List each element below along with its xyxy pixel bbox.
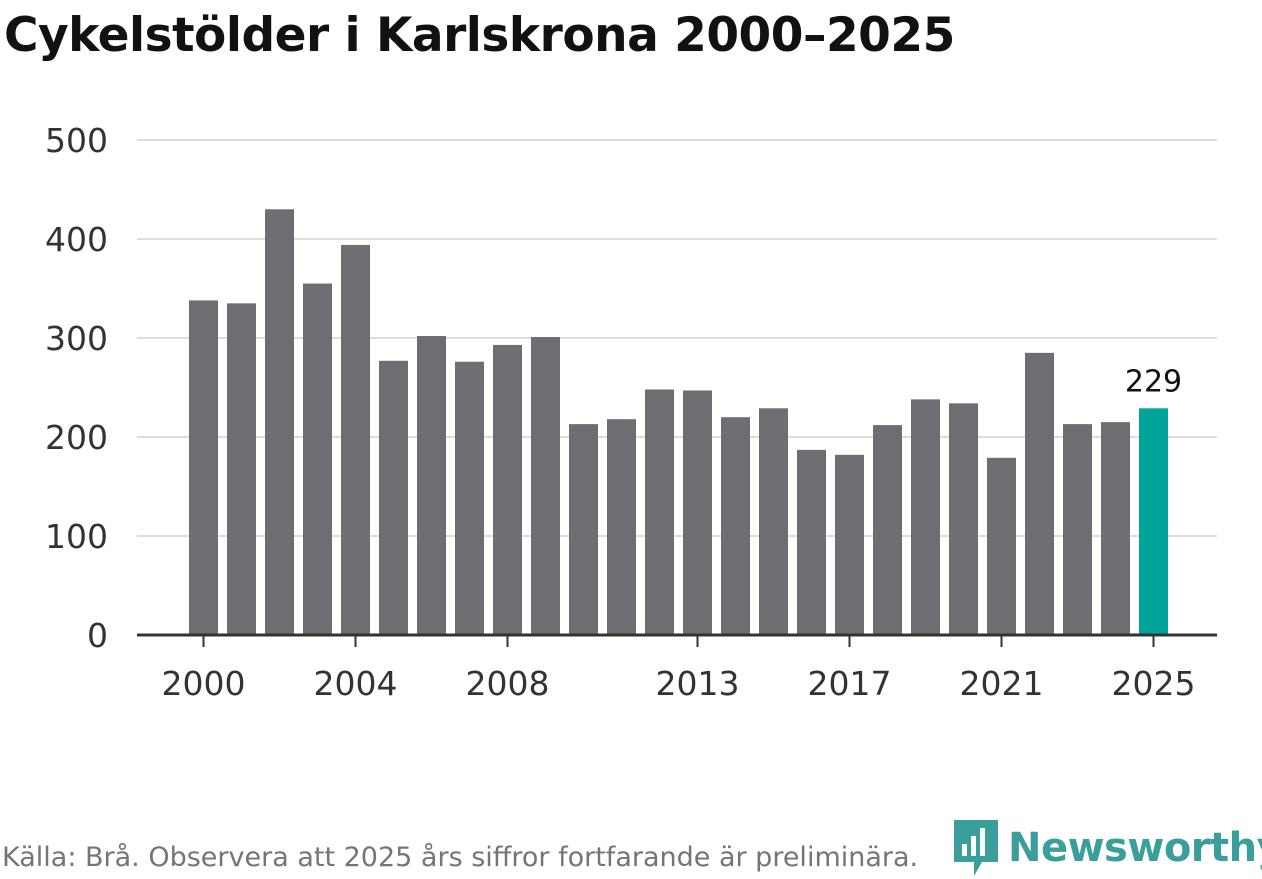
- bar-2022: [1025, 352, 1054, 635]
- x-tick-label: 2004: [314, 664, 398, 703]
- source-note: Källa: Brå. Observera att 2025 års siffr…: [2, 842, 919, 873]
- bar-2017: [835, 454, 864, 635]
- chart-title: Cykelstölder i Karlskrona 2000–2025: [4, 8, 955, 63]
- bar-2014: [721, 417, 750, 635]
- y-tick-label: 0: [87, 616, 108, 655]
- bar-2018: [873, 425, 902, 635]
- bar-2010: [569, 424, 598, 635]
- bar-2000: [189, 300, 218, 635]
- bar-2016: [797, 449, 826, 635]
- bar-2023: [1063, 424, 1092, 635]
- bar-2013: [683, 390, 712, 635]
- bar-2005: [379, 360, 408, 635]
- x-tick-label: 2017: [808, 664, 892, 703]
- grid-lines: [137, 139, 1217, 537]
- bar-2008: [493, 344, 522, 635]
- bar-2009: [531, 337, 560, 635]
- y-axis-tick-labels: 0 100 200 300 400 500: [45, 121, 108, 655]
- bar-2019: [911, 399, 940, 635]
- newsworthy-logo-icon: [954, 820, 998, 876]
- newsworthy-logo: Newsworthy: [952, 818, 1262, 878]
- brand-name: Newsworthy: [1008, 825, 1262, 871]
- bar-2001: [227, 303, 256, 635]
- bar-2021: [987, 457, 1016, 635]
- y-tick-label: 400: [45, 220, 108, 259]
- y-tick-label: 100: [45, 517, 108, 556]
- data-labels: 229: [1125, 364, 1182, 399]
- bar-2020: [949, 403, 978, 635]
- x-tick-label: 2008: [466, 664, 550, 703]
- bar-2024: [1101, 422, 1130, 635]
- y-tick-label: 200: [45, 418, 108, 457]
- bar-2011: [607, 419, 636, 635]
- bar-2003: [303, 283, 332, 635]
- data-label-2025: 229: [1125, 364, 1182, 399]
- x-tick-label: 2025: [1112, 664, 1196, 703]
- bar-2025: [1139, 408, 1168, 635]
- y-tick-label: 500: [45, 121, 108, 160]
- bar-2007: [455, 361, 484, 635]
- bar-2004: [341, 244, 370, 635]
- x-tick-label: 2000: [162, 664, 246, 703]
- y-tick-label: 300: [45, 319, 108, 358]
- bar-2012: [645, 389, 674, 635]
- bar-2002: [265, 209, 294, 636]
- x-axis: 2000 2004 2008 2013 2017 2021 2025: [137, 633, 1217, 703]
- bar-2015: [759, 408, 788, 635]
- bar-2006: [417, 336, 446, 635]
- bars: [189, 209, 1168, 636]
- x-tick-label: 2021: [960, 664, 1044, 703]
- x-tick-label: 2013: [656, 664, 740, 703]
